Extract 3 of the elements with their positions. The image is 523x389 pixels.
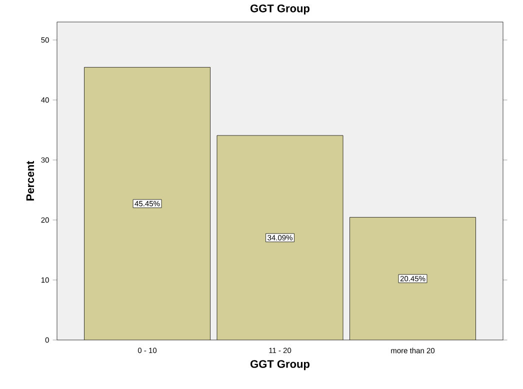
y-axis-title: Percent [26,160,34,200]
x-axis-title: GGT Group [250,360,310,370]
chart-title: GGT Group [250,4,310,14]
